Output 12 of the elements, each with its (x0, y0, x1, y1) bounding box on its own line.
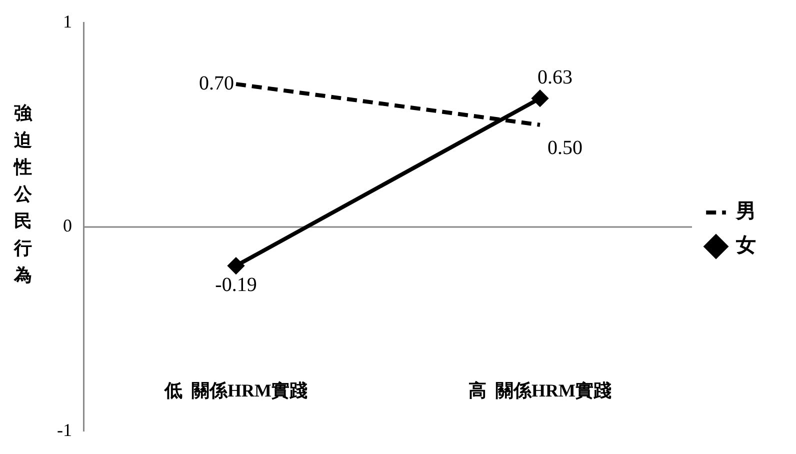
data-label: 0.70 (198, 72, 234, 94)
y-tick-label: -1 (56, 420, 72, 440)
x-tick-label: 低 關係HRM實踐 (163, 380, 308, 401)
data-label: 0.63 (538, 66, 572, 89)
y-tick-label: 0 (62, 216, 72, 236)
y-axis-title: 強迫性公民行為 (12, 102, 34, 287)
y-tick-label: 1 (62, 12, 72, 32)
legend-label: 女 (735, 234, 756, 257)
x-tick-label: 高 關係HRM實踐 (468, 380, 612, 401)
data-label: 0.50 (548, 137, 582, 160)
legend-label: 男 (735, 200, 756, 223)
data-label: -0.19 (215, 274, 257, 296)
